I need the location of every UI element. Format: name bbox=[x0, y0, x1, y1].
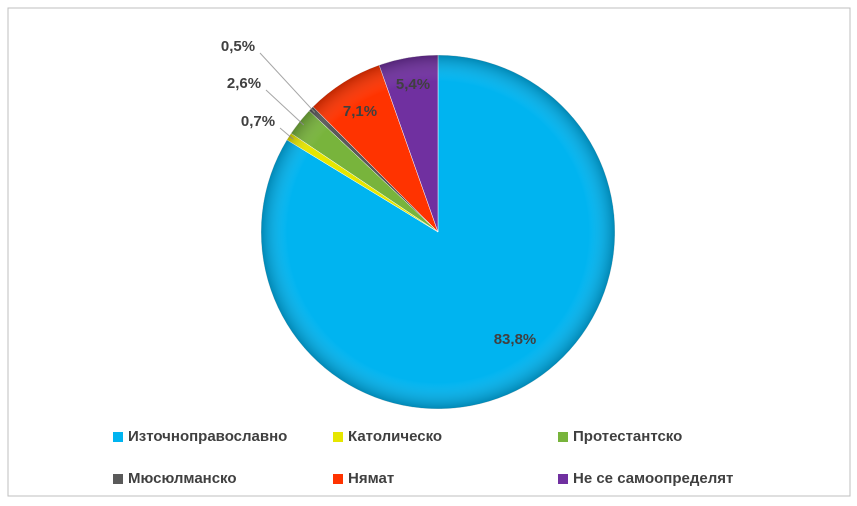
legend-label: Католическо bbox=[348, 428, 442, 445]
data-label: 0,7% bbox=[241, 113, 275, 130]
legend-label: Източноправославно bbox=[128, 428, 287, 445]
data-label: 7,1% bbox=[343, 103, 377, 120]
legend-marker bbox=[333, 432, 343, 442]
data-label: 2,6% bbox=[227, 75, 261, 92]
legend-marker bbox=[558, 474, 568, 484]
legend-marker bbox=[333, 474, 343, 484]
legend-marker bbox=[113, 432, 123, 442]
legend-label: Протестантско bbox=[573, 428, 682, 445]
data-label: 83,8% bbox=[494, 331, 537, 348]
legend-label: Не се самоопределят bbox=[573, 470, 733, 487]
data-label: 0,5% bbox=[221, 38, 255, 55]
legend-marker bbox=[113, 474, 123, 484]
data-label: 5,4% bbox=[396, 76, 430, 93]
legend-label: Мюсюлманско bbox=[128, 470, 237, 487]
legend-marker bbox=[558, 432, 568, 442]
legend-label: Нямат bbox=[348, 470, 394, 487]
